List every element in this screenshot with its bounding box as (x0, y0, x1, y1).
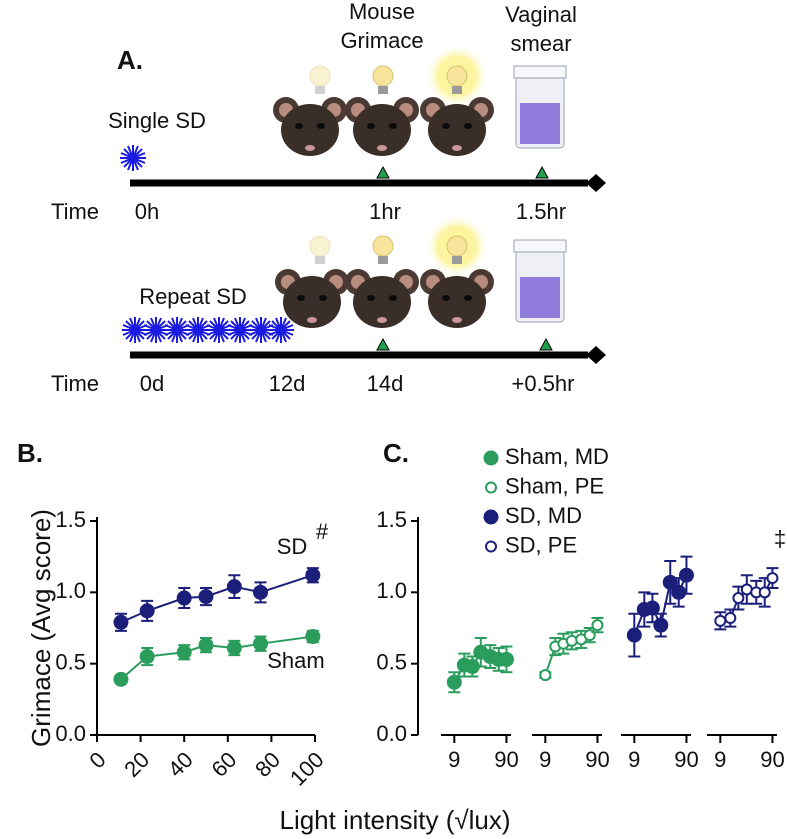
x-tick-label: 40 (163, 747, 198, 782)
y-tick-label: 1.5 (376, 507, 407, 532)
panel-label: B. (17, 438, 43, 468)
header: smear (510, 31, 571, 56)
legend-label: SD, MD (505, 503, 582, 528)
x-tick-label: 90 (674, 747, 698, 772)
point (565, 634, 578, 647)
point (139, 649, 155, 665)
point (226, 579, 242, 595)
annotation: # (316, 519, 329, 544)
point (766, 572, 779, 585)
panel-label: C. (383, 438, 409, 468)
time-tick: +0.5hr (512, 371, 575, 396)
point (644, 600, 660, 616)
point (176, 644, 192, 660)
point (724, 612, 737, 625)
time-tick: 1.5hr (516, 199, 566, 224)
time-tick: 1hr (369, 199, 401, 224)
legend-marker (485, 481, 497, 494)
y-tick-label: 0.5 (376, 649, 407, 674)
header: Grimace (340, 28, 423, 53)
point (198, 637, 214, 653)
annotation: ‡ (774, 526, 786, 551)
x-tick-label: 9 (714, 747, 726, 772)
point (671, 584, 687, 600)
panel-a: A. Mouse Grimace Vaginal smear Single SD… (51, 0, 606, 396)
legend-label: Sham, PE (505, 473, 604, 498)
point (539, 669, 552, 682)
point (176, 590, 192, 606)
point (653, 617, 669, 633)
x-tick-label: 9 (628, 747, 640, 772)
series-label: Sham (267, 648, 324, 673)
x-tick-label: 20 (119, 747, 154, 782)
point (591, 619, 604, 632)
legend-label: SD, PE (505, 532, 577, 557)
time-label: Time (51, 199, 99, 224)
x-tick-label: 90 (760, 747, 784, 772)
point (305, 567, 321, 583)
x-tick-label: 0 (84, 747, 110, 773)
time-tick: 14d (367, 371, 404, 396)
illustrations (119, 44, 606, 364)
legend-marker (483, 450, 499, 466)
point (758, 586, 771, 599)
x-tick-label: 90 (494, 747, 518, 772)
y-tick-label: 1.0 (55, 578, 86, 603)
legend-marker (485, 540, 497, 553)
x-tick-label: 9 (539, 747, 551, 772)
point (113, 614, 129, 630)
time-tick: 0h (135, 199, 159, 224)
y-tick-label: 1.0 (376, 578, 407, 603)
x-tick-label: 80 (250, 747, 285, 782)
point (446, 674, 462, 690)
point (498, 651, 514, 667)
point (226, 640, 242, 656)
point (139, 603, 155, 619)
x-tick-label: 60 (206, 747, 241, 782)
x-tick-label: 9 (448, 747, 460, 772)
time-label: Time (51, 371, 99, 396)
point (253, 636, 268, 652)
header: Vaginal (505, 2, 577, 27)
time-tick: 0d (140, 371, 164, 396)
row-title: Single SD (108, 108, 206, 133)
x-tick-label: 100 (285, 747, 329, 791)
point (678, 567, 694, 583)
point (732, 592, 745, 605)
y-tick-label: 0.5 (55, 649, 86, 674)
point (113, 671, 129, 687)
header: Mouse (349, 0, 415, 24)
point (305, 629, 321, 645)
point (662, 574, 678, 590)
panel-label: A. (117, 45, 143, 75)
time-tick: 12d (269, 371, 306, 396)
y-axis-label: Grimace (Avg score) (26, 509, 56, 747)
point (626, 627, 642, 643)
legend-marker (483, 509, 499, 525)
point (253, 584, 268, 600)
x-axis-label: Light intensity (√lux) (279, 805, 510, 835)
y-tick-label: 0.0 (55, 721, 86, 746)
y-tick-label: 0.0 (376, 721, 407, 746)
x-tick-label: 90 (585, 747, 609, 772)
row-title: Repeat SD (139, 284, 247, 309)
point (198, 589, 214, 605)
point (714, 614, 727, 627)
y-tick-label: 1.5 (55, 507, 86, 532)
series-label: SD (277, 534, 308, 559)
legend-label: Sham, MD (505, 444, 609, 469)
